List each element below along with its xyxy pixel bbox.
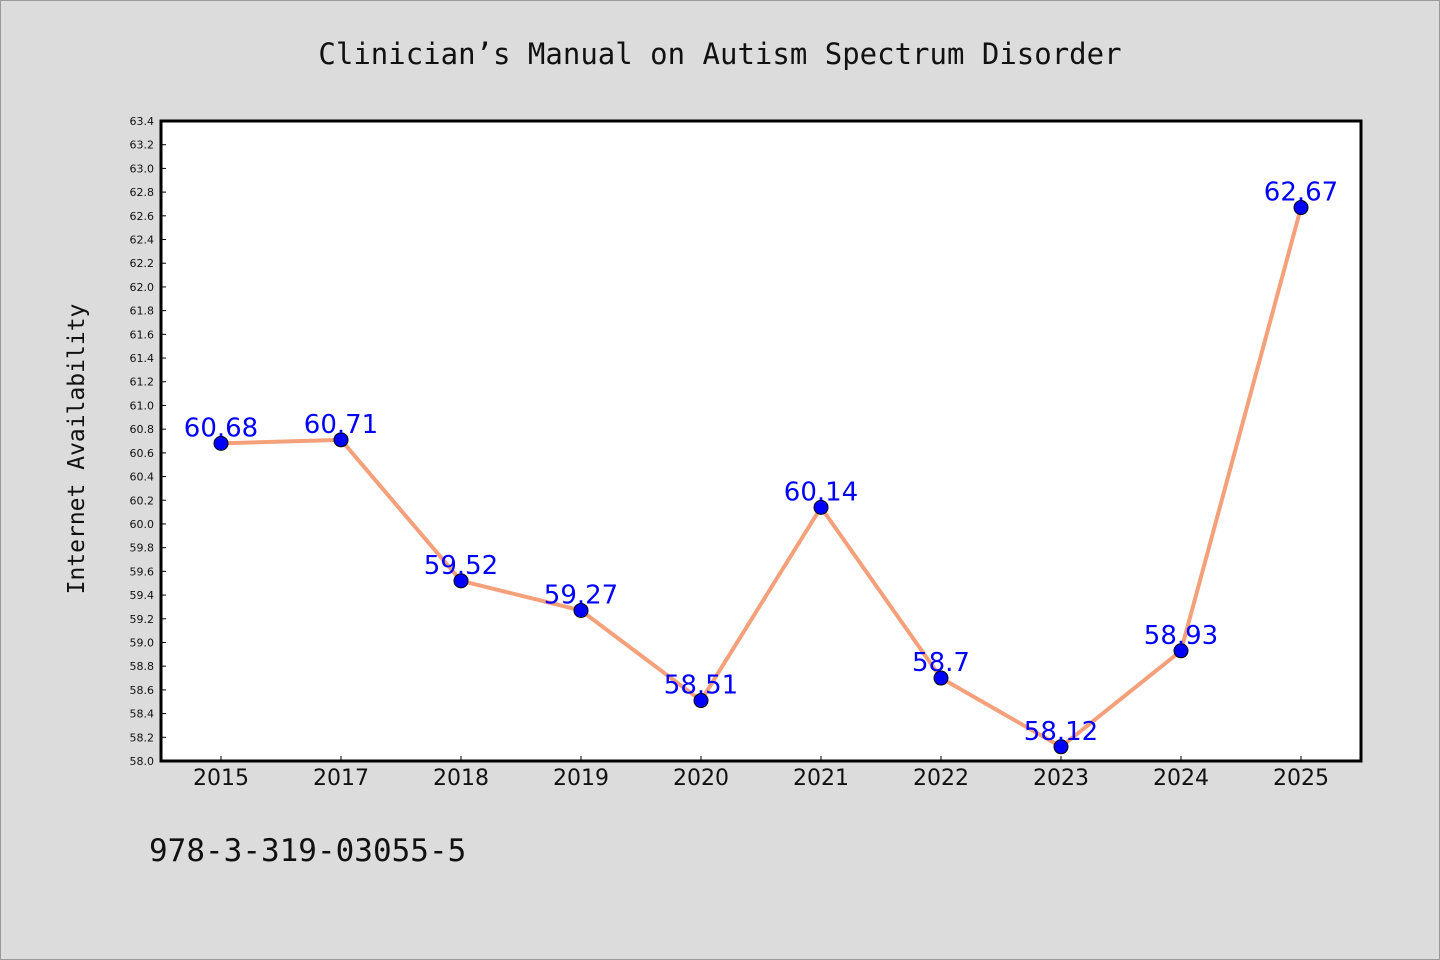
x-tick-label: 2021 [793, 766, 849, 791]
data-point [1173, 643, 1189, 659]
y-tick-label: 62.0 [130, 281, 155, 294]
x-tick-label: 2024 [1153, 766, 1209, 791]
y-tick-label: 59.4 [130, 589, 155, 602]
y-tick-label: 60.8 [130, 423, 155, 436]
data-label: 60.71 [304, 410, 378, 440]
series-line [219, 205, 1303, 749]
x-tick-label: 2023 [1033, 766, 1089, 791]
data-point [453, 573, 469, 589]
plot-area [161, 121, 1361, 761]
data-label: 58.12 [1024, 717, 1098, 747]
data-point [693, 693, 709, 709]
y-tick-label: 58.6 [130, 684, 155, 697]
data-point [1293, 200, 1309, 216]
y-tick-label: 58.2 [130, 731, 155, 744]
isbn-text: 978-3-319-03055-5 [149, 833, 467, 869]
y-tick-label: 58.4 [130, 708, 155, 721]
data-label: 59.27 [544, 580, 618, 610]
y-tick-label: 60.2 [130, 494, 155, 507]
y-tick-label: 58.0 [130, 755, 155, 768]
data-point [333, 432, 349, 448]
y-axis-label: Internet Availability [64, 303, 90, 595]
y-tick-label: 59.0 [130, 636, 155, 649]
y-tick-label: 61.0 [130, 399, 155, 412]
y-tick-label: 60.0 [130, 518, 155, 531]
y-tick-label: 62.6 [130, 210, 155, 223]
data-label: 62.67 [1264, 178, 1338, 208]
y-tick-label: 60.6 [130, 447, 155, 460]
data-label: 60.14 [784, 477, 858, 507]
y-tick-label: 61.6 [130, 328, 155, 341]
data-label: 58.7 [912, 648, 970, 678]
x-tick-label: 2022 [913, 766, 969, 791]
y-tick-label: 62.2 [130, 257, 155, 270]
data-label: 60.68 [184, 413, 258, 443]
y-tick-label: 58.8 [130, 660, 155, 673]
data-label: 58.93 [1144, 621, 1218, 651]
y-tick-label: 61.4 [130, 352, 155, 365]
y-tick-label: 62.4 [130, 234, 155, 247]
data-point [213, 435, 229, 451]
x-tick-label: 2018 [433, 766, 489, 791]
x-tick-label: 2019 [553, 766, 609, 791]
x-tick-label: 2015 [193, 766, 249, 791]
data-point [933, 670, 949, 686]
x-tick-label: 2025 [1273, 766, 1329, 791]
y-tick-label: 61.8 [130, 305, 155, 318]
data-label: 58.51 [664, 671, 738, 701]
x-tick-label: 2017 [313, 766, 369, 791]
y-tick-label: 62.8 [130, 186, 155, 199]
data-label: 59.52 [424, 551, 498, 581]
y-tick-label: 59.8 [130, 542, 155, 555]
y-tick-label: 61.2 [130, 376, 155, 389]
y-tick-label: 63.2 [130, 139, 155, 152]
plot-frame [159, 119, 1363, 763]
y-tick-label: 63.4 [130, 115, 155, 128]
data-point [573, 602, 589, 618]
data-point [1053, 739, 1069, 755]
y-tick-label: 59.2 [130, 613, 155, 626]
y-tick-label: 59.6 [130, 565, 155, 578]
y-tick-label: 63.0 [130, 162, 155, 175]
chart-title: Clinician’s Manual on Autism Spectrum Di… [318, 37, 1122, 71]
y-tick-label: 60.4 [130, 471, 155, 484]
x-tick-label: 2020 [673, 766, 729, 791]
data-point [813, 499, 829, 515]
